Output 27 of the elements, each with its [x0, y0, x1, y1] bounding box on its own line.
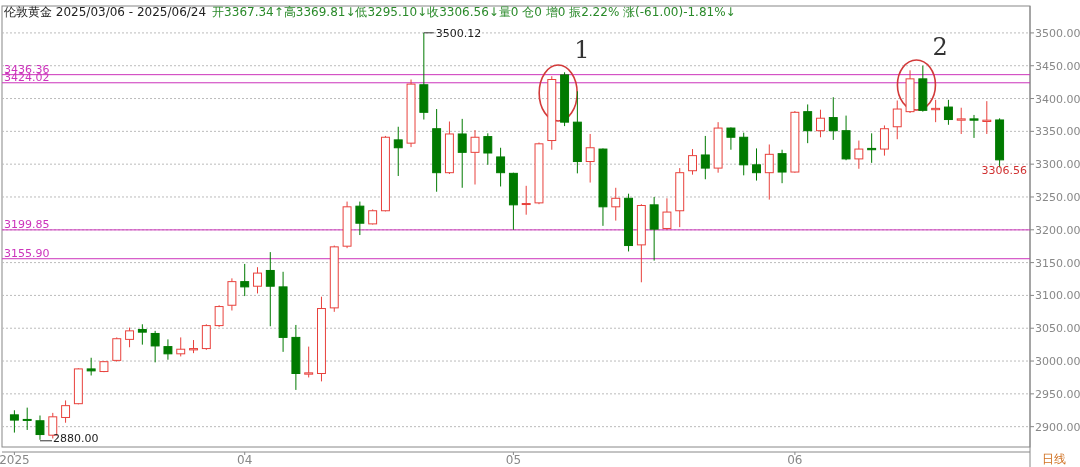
y-tick-label: 3500.00	[1035, 26, 1080, 40]
x-tick-label: 2025	[0, 453, 30, 467]
chart-title: 伦敦黄金 2025/03/06 - 2025/06/24	[4, 5, 207, 19]
y-tick-label: 3100.00	[1035, 289, 1080, 303]
y-tick-label: 3400.00	[1035, 92, 1080, 106]
y-tick-label: 3050.00	[1035, 322, 1080, 336]
y-tick-label: 3250.00	[1035, 190, 1080, 204]
annotation: 3500.12	[435, 26, 482, 40]
annotation: 3306.56	[981, 163, 1027, 177]
x-tick-label: 06	[787, 453, 803, 467]
ref-line-label: 3155.90	[4, 246, 50, 260]
annotation: 2	[932, 33, 948, 61]
annotation: 2880.00	[52, 431, 99, 445]
y-tick-label: 3350.00	[1035, 125, 1080, 139]
y-tick-label: 3000.00	[1035, 355, 1080, 369]
y-tick-label: 3300.00	[1035, 158, 1080, 172]
annotation: 1	[574, 36, 590, 64]
y-tick-label: 2950.00	[1035, 387, 1080, 401]
chart-subtitle: 开3367.34↑高3369.81↓低3295.10↓收3306.56↓量0 仓0 增0 振2.22% 涨(-61.00)-1.81%↓	[212, 5, 736, 19]
x-tick-label: 05	[505, 453, 522, 467]
y-tick-label: 3150.00	[1035, 256, 1080, 270]
x-tick-label: 04	[237, 453, 253, 467]
y-tick-label: 3450.00	[1035, 59, 1080, 73]
text: 日线	[1042, 452, 1066, 466]
ref-line-label: 3199.85	[4, 217, 50, 231]
y-tick-label: 2900.00	[1035, 420, 1080, 434]
y-tick-label: 3200.00	[1035, 223, 1080, 237]
